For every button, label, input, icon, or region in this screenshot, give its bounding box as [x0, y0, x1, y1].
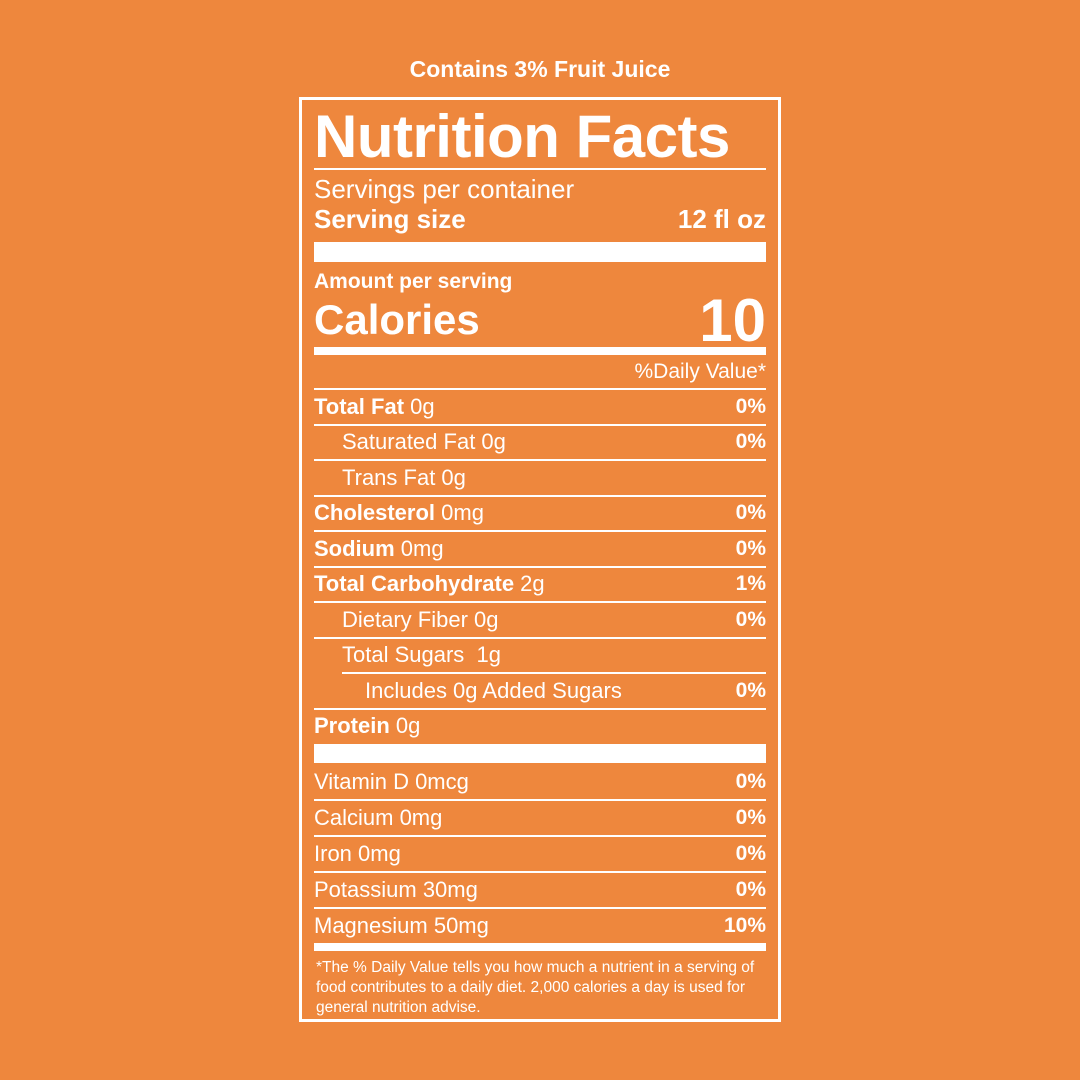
divider	[314, 707, 766, 710]
nutrient-row: Trans Fat 0g	[314, 461, 766, 495]
nutrient-row: Cholesterol 0mg 0%	[314, 497, 766, 531]
fruit-juice-note: Contains 3% Fruit Juice	[409, 56, 671, 82]
medium-divider	[314, 943, 766, 951]
divider	[342, 672, 766, 674]
nutrient-daily-value: 0%	[735, 678, 766, 702]
vitamin-daily-value: 0%	[735, 842, 766, 865]
divider	[314, 835, 766, 837]
nutrient-label: Total Sugars 1g	[314, 642, 501, 668]
nutrient-name: Protein	[314, 713, 390, 739]
nutrient-label: Trans Fat 0g	[314, 465, 466, 491]
nutrient-row: Total Carbohydrate 2g 1%	[314, 568, 766, 602]
nutrient-row: Includes 0g Added Sugars 0%	[314, 674, 766, 708]
daily-value-header-text: %Daily Value*	[634, 360, 766, 383]
nutrient-label: Dietary Fiber 0g	[314, 607, 499, 633]
divider	[314, 601, 766, 603]
nutrient-amount: 0mg	[435, 500, 484, 526]
vitamin-daily-value: 10%	[723, 914, 766, 937]
nutrient-amount: Saturated Fat 0g	[342, 429, 506, 455]
divider	[314, 388, 766, 390]
nutrient-amount: Trans Fat 0g	[342, 464, 466, 490]
vitamin-daily-value: 0%	[735, 770, 766, 793]
divider	[314, 907, 766, 909]
amount-per-serving: Amount per serving	[314, 270, 513, 293]
nutrient-row: Total Sugars 1g	[314, 639, 766, 673]
nutrient-amount: 2g	[514, 571, 545, 597]
divider	[314, 530, 766, 532]
nutrient-daily-value: 1%	[735, 572, 766, 596]
vitamin-row: Iron 0mg 0%	[314, 837, 766, 871]
divider	[314, 459, 766, 461]
nutrient-label: Sodium 0mg	[314, 536, 444, 562]
nutrient-row: Total Fat 0g 0%	[314, 390, 766, 424]
nutrient-row: Saturated Fat 0g 0%	[314, 426, 766, 460]
nutrient-amount: 0g	[404, 393, 435, 419]
nutrient-row: Sodium 0mg 0%	[314, 532, 766, 566]
nutrient-label: Includes 0g Added Sugars	[314, 678, 622, 704]
vitamin-daily-value: 0%	[735, 878, 766, 901]
calories-value: 10	[699, 286, 766, 354]
divider	[314, 423, 766, 426]
nutrient-name: Total Carbohydrate	[314, 571, 515, 597]
vitamin-row: Calcium 0mg 0%	[314, 801, 766, 835]
vitamin-label: Iron 0mg	[314, 841, 401, 866]
divider	[314, 494, 766, 497]
serving-size-label: Serving size	[314, 203, 466, 234]
nutrient-label: Total Carbohydrate 2g	[314, 571, 545, 597]
nutrition-facts-label: Nutrition Facts Servings per container S…	[299, 97, 781, 1022]
footnote: *The % Daily Value tells you how much a …	[316, 959, 755, 1016]
vitamin-label: Vitamin D 0mcg	[314, 769, 469, 794]
medium-divider	[314, 347, 766, 355]
nutrient-amount: Includes 0g Added Sugars	[365, 677, 622, 703]
calories-label: Calories	[314, 296, 480, 343]
nutrient-row: Protein 0g	[314, 710, 766, 744]
nutrient-row: Dietary Fiber 0g 0%	[314, 603, 766, 637]
calories-row: Calories 10	[314, 287, 766, 354]
divider	[314, 871, 766, 873]
nutrient-name: Sodium	[314, 535, 395, 561]
vitamin-label: Magnesium 50mg	[314, 913, 489, 938]
nutrient-label: Saturated Fat 0g	[314, 429, 506, 455]
nutrient-daily-value: 0%	[735, 607, 766, 631]
nutrient-label: Total Fat 0g	[314, 394, 435, 420]
serving-size-value: 12 fl oz	[677, 203, 766, 234]
servings-per-container: Servings per container	[314, 174, 575, 204]
nutrient-amount: Total Sugars 1g	[342, 642, 501, 668]
nutrient-name: Cholesterol	[314, 500, 436, 526]
divider	[314, 565, 766, 568]
divider	[314, 799, 766, 801]
nutrient-daily-value: 0%	[735, 394, 766, 418]
vitamin-daily-value: 0%	[735, 806, 766, 829]
serving-size-row: Serving size 12 fl oz	[314, 202, 766, 236]
nutrient-label: Protein 0g	[314, 713, 420, 739]
vitamin-row: Magnesium 50mg 10%	[314, 909, 766, 943]
vitamin-label: Potassium 30mg	[314, 877, 478, 902]
thick-divider	[314, 744, 766, 763]
thick-divider	[314, 242, 766, 262]
nutrient-name: Total Fat	[314, 393, 405, 419]
vitamin-label: Calcium 0mg	[314, 805, 443, 830]
vitamin-row: Vitamin D 0mcg 0%	[314, 765, 766, 799]
nutrient-amount: 0mg	[394, 535, 444, 561]
nutrient-label: Cholesterol 0mg	[314, 500, 484, 526]
nutrient-amount: Dietary Fiber 0g	[342, 606, 499, 632]
nutrient-amount: 0g	[389, 713, 421, 739]
divider	[314, 636, 766, 639]
vitamin-row: Potassium 30mg 0%	[314, 873, 766, 907]
daily-value-header: %Daily Value*	[314, 358, 766, 386]
nutrient-daily-value: 0%	[735, 501, 766, 525]
nutrient-daily-value: 0%	[735, 536, 766, 560]
divider	[314, 168, 766, 170]
label-title: Nutrition Facts	[314, 103, 730, 170]
nutrient-daily-value: 0%	[735, 430, 766, 454]
